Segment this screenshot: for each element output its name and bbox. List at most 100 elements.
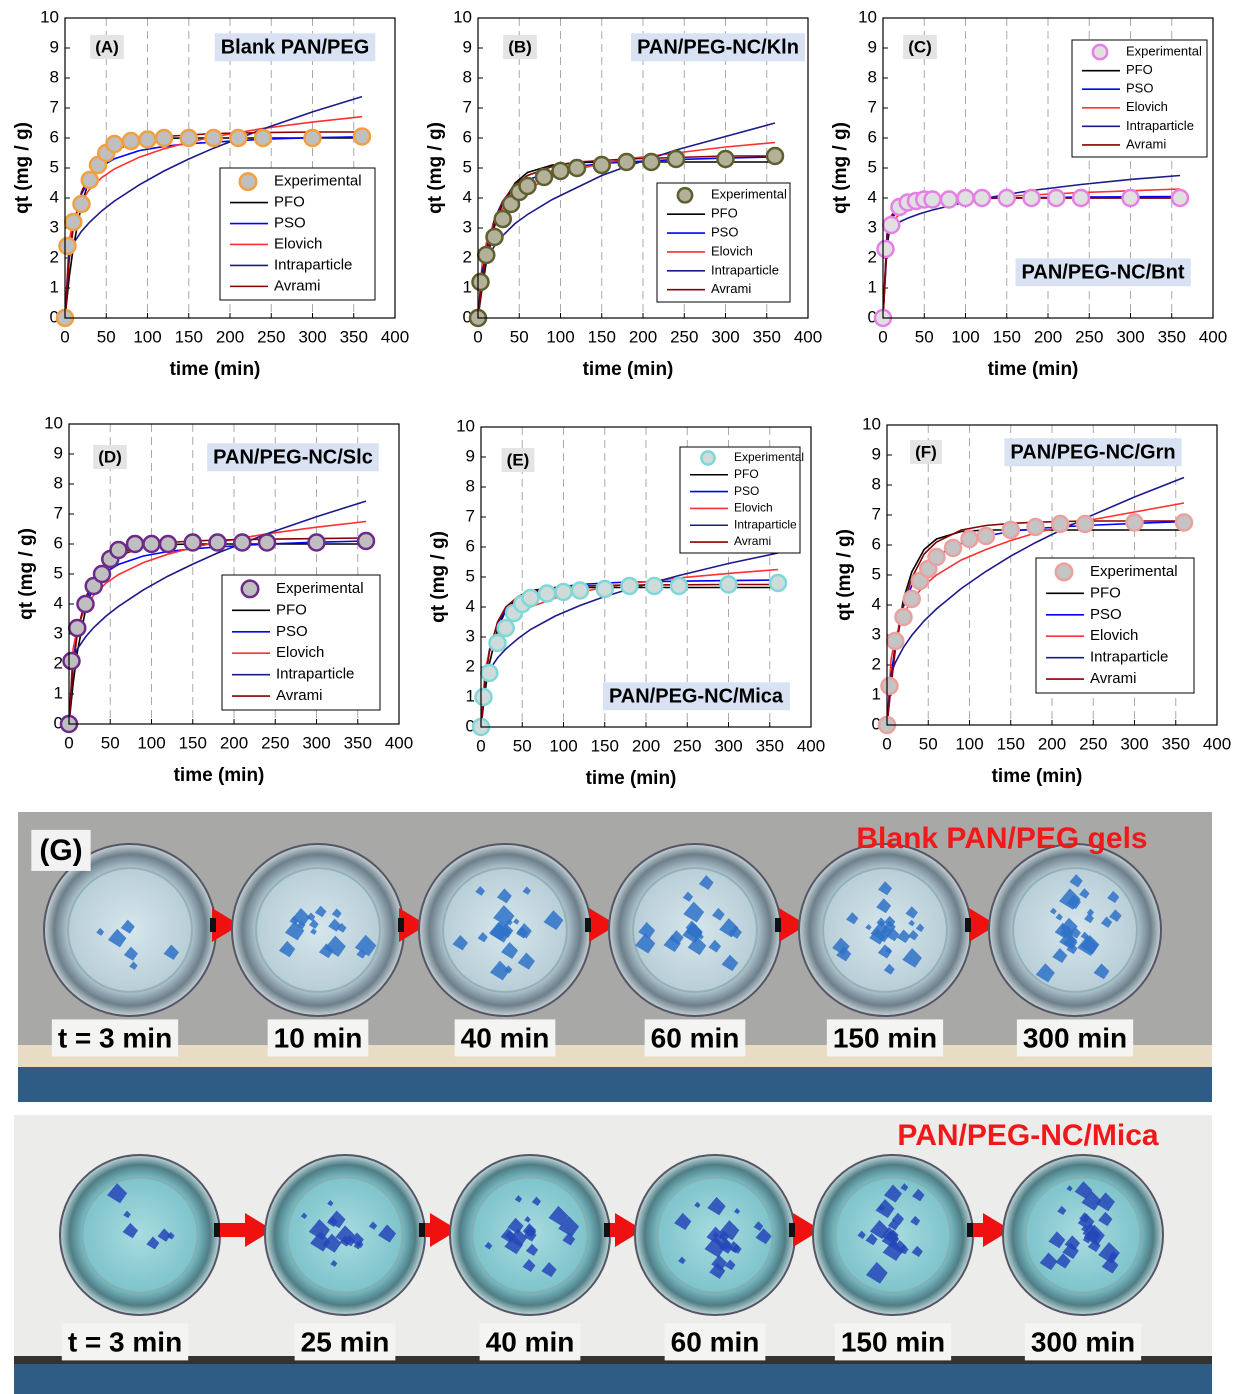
data-point [158,534,178,554]
gel-fragment [1081,1190,1102,1211]
arrow-tail [585,918,591,932]
time-label: 300 min [1031,1326,1135,1357]
gel-fragment [709,1262,726,1279]
legend-label: PFO [276,601,307,618]
legend-label: Avrami [274,277,320,294]
gel-fragment [523,1228,537,1242]
arrow [973,1213,1011,1247]
time-label: 300 min [1023,1022,1127,1053]
x-tick-label: 100 [546,327,574,346]
label-background [479,1323,581,1361]
plot-frame [477,17,809,319]
legend-label: Avrami [711,281,751,296]
panel-label: (B) [508,37,532,56]
gel-fragment [1079,1212,1090,1223]
gel-fragment [522,1259,536,1272]
gel-fragment [1057,1205,1067,1215]
y-tick-label: 0 [463,307,472,326]
gel-fragment [1093,963,1110,980]
sample-label: Blank PAN/PEG [221,36,370,58]
gel-fragment [343,1235,356,1247]
gel-fragment [900,1183,909,1192]
y-tick-label: 8 [466,476,475,495]
gel-fragment [892,1239,907,1254]
gel-fragment [663,934,681,953]
legend-label: PFO [1126,62,1153,77]
gel-fragment [1086,1223,1095,1232]
gel-fragment [123,946,138,961]
data-point [592,155,611,175]
gel-fragment [524,1216,531,1223]
arrow-tail [604,1223,610,1237]
legend-label: Experimental [274,173,362,190]
x-tick-label: 200 [1034,327,1062,346]
gel-fragment [496,888,512,904]
y-tick-label: 1 [466,686,475,705]
data-point [997,188,1016,208]
panel-label: (C) [908,37,932,56]
gel-fragment [1063,934,1078,950]
gel-fragment [308,1219,330,1241]
x-tick-label: 300 [1120,734,1148,753]
legend-label: Avrami [276,687,322,704]
y-tick-label: 5 [466,566,475,585]
legend-marker [240,579,260,599]
legend-label: PSO [711,224,738,239]
gel-fragment [686,923,703,940]
gel-fragment [146,1236,160,1250]
data-point [204,128,223,148]
data-point [518,176,537,196]
label-background [51,1019,179,1057]
legend-label: Intraparticle [1126,118,1194,133]
gel-fragment [719,918,739,938]
y-tick-label: 7 [54,503,63,522]
beaker-inner [471,1176,589,1294]
data-point [477,245,496,265]
label-background [834,1323,952,1361]
data-point [1170,188,1190,208]
photo-title: Blank PAN/PEG gels [856,822,1147,855]
beaker [231,843,405,1017]
data-point [939,190,959,209]
gel-fragment [543,910,564,930]
x-tick-label: 300 [1116,327,1144,346]
legend-label: Intraparticle [276,666,354,683]
time-label: 150 min [833,1022,937,1053]
data-point [1125,513,1144,532]
x-tick-label: 50 [915,327,934,346]
y-tick-label: 6 [54,533,63,552]
x-tick-label: 200 [220,733,248,752]
legend-label: Elovich [274,235,322,252]
gel-fragment [120,919,135,934]
gel-fragment [314,905,327,918]
data-point [138,130,157,149]
x-tick-label: 50 [101,733,120,752]
beaker-inner [656,1176,774,1294]
y-tick-label: 7 [50,97,59,116]
gel-fragment [724,1259,736,1271]
gel-fragment [328,918,342,932]
y-tick-label: 8 [872,474,881,493]
gel-fragment [163,944,179,960]
gel-fragment [327,1210,346,1229]
gel-fragment [330,1259,338,1267]
data-point [62,651,81,671]
gel-fragment [1098,1211,1113,1227]
y-tick-label: 8 [463,67,472,86]
data-point [179,128,198,148]
x-tick-label: 250 [1079,734,1107,753]
data-point [880,676,899,696]
data-point [642,152,661,172]
x-tick-label: 150 [588,327,616,346]
legend-label: PSO [734,484,759,498]
gel-fragment [905,906,918,919]
y-tick-label: 8 [54,473,63,492]
data-point [154,128,174,148]
gel-fragment [882,1240,904,1261]
gel-fragment [1079,888,1090,899]
data-point [923,190,942,209]
y-tick-label: 4 [50,187,59,206]
gel-fragment [883,920,896,933]
x-tick-label: 50 [510,327,529,346]
y-tick-label: 2 [466,656,475,675]
